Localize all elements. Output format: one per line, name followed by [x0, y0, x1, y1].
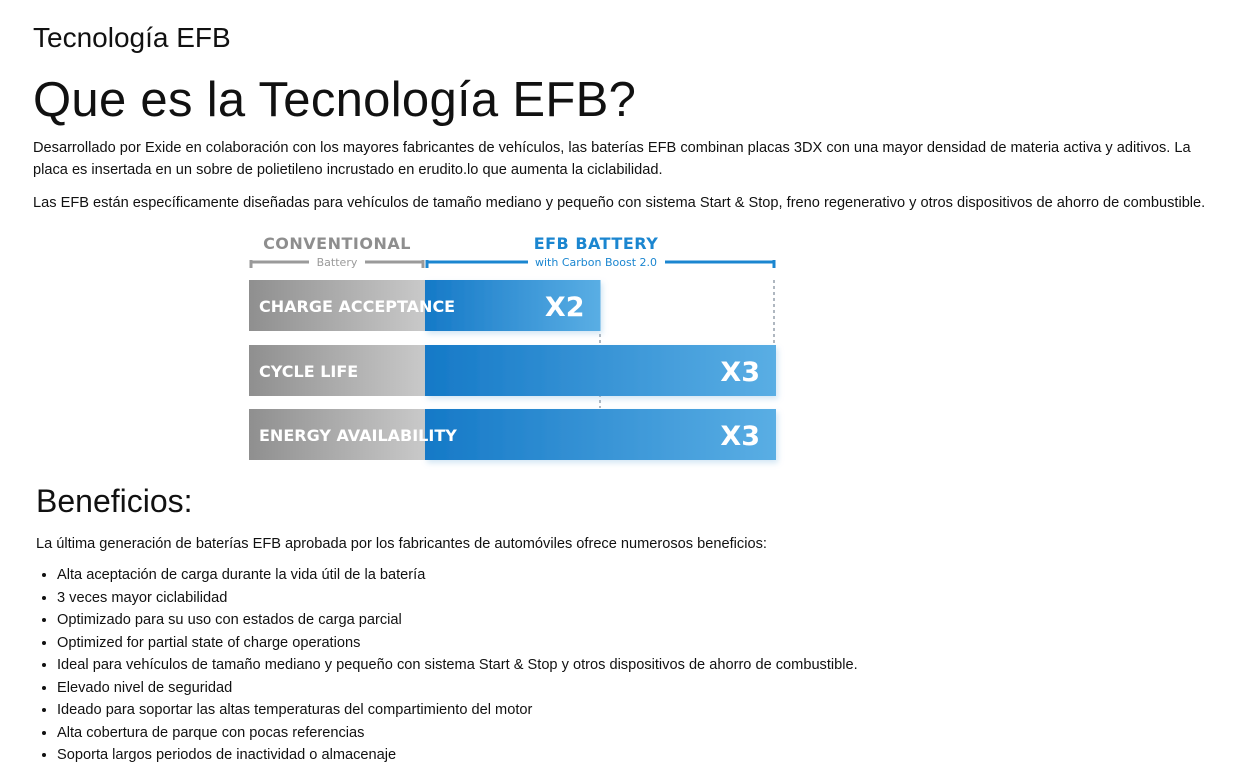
- benefit-item: Optimized for partial state of charge op…: [57, 632, 858, 655]
- conventional-subtitle: Battery: [317, 256, 358, 269]
- benefit-item: Alta cobertura de parque con pocas refer…: [57, 722, 858, 745]
- efb-title: EFB BATTERY: [534, 234, 659, 253]
- comparison-row: ENERGY AVAILABILITY X3: [249, 409, 776, 460]
- conventional-bar: [249, 345, 425, 396]
- row-label: CYCLE LIFE: [259, 362, 358, 381]
- benefit-item: 3 veces mayor ciclabilidad: [57, 587, 858, 610]
- efb-bar: [425, 345, 776, 396]
- row-multiplier: X2: [545, 292, 585, 323]
- benefit-item: Ideal para vehículos de tamaño mediano y…: [57, 654, 858, 677]
- intro-paragraph-1: Desarrollado por Exide en colaboración c…: [33, 140, 1191, 178]
- row-label: CHARGE ACCEPTANCE: [259, 297, 455, 316]
- efb-subtitle: with Carbon Boost 2.0: [535, 256, 657, 269]
- benefit-item: Soporta largos periodos de inactividad o…: [57, 744, 858, 767]
- comparison-row: CHARGE ACCEPTANCE X2: [249, 280, 601, 331]
- row-multiplier: X3: [720, 357, 760, 388]
- conventional-bar: [249, 280, 425, 331]
- benefits-list: Alta aceptación de carga durante la vida…: [36, 564, 858, 767]
- comparison-svg: CONVENTIONAL Battery EFB BATTERY with Ca…: [249, 234, 776, 460]
- efb-bar: [425, 280, 601, 331]
- efb-comparison-graphic: CONVENTIONAL Battery EFB BATTERY with Ca…: [245, 228, 790, 473]
- benefit-item: Ideado para soportar las altas temperatu…: [57, 699, 858, 722]
- benefit-item: Optimizado para su uso con estados de ca…: [57, 609, 858, 632]
- conventional-bar: [249, 409, 425, 460]
- efb-bar: [425, 409, 776, 460]
- intro-paragraph-2: Las EFB están específicamente diseñadas …: [33, 195, 1206, 211]
- row-multiplier: X3: [720, 421, 760, 452]
- conventional-title: CONVENTIONAL: [263, 234, 411, 253]
- benefits-intro: La última generación de baterías EFB apr…: [36, 536, 767, 552]
- benefit-item: Elevado nivel de seguridad: [57, 677, 858, 700]
- benefit-item: Alta aceptación de carga durante la vida…: [57, 564, 858, 587]
- benefits-title: Beneficios:: [36, 483, 193, 519]
- page-subtitle: Tecnología EFB: [33, 22, 231, 53]
- guide-lines: [599, 280, 775, 408]
- page-title: Que es la Tecnología EFB?: [33, 73, 637, 127]
- comparison-row: CYCLE LIFE X3: [249, 345, 776, 396]
- efb-bracket: [425, 260, 776, 268]
- row-label: ENERGY AVAILABILITY: [259, 426, 457, 445]
- conventional-bracket: [249, 260, 425, 268]
